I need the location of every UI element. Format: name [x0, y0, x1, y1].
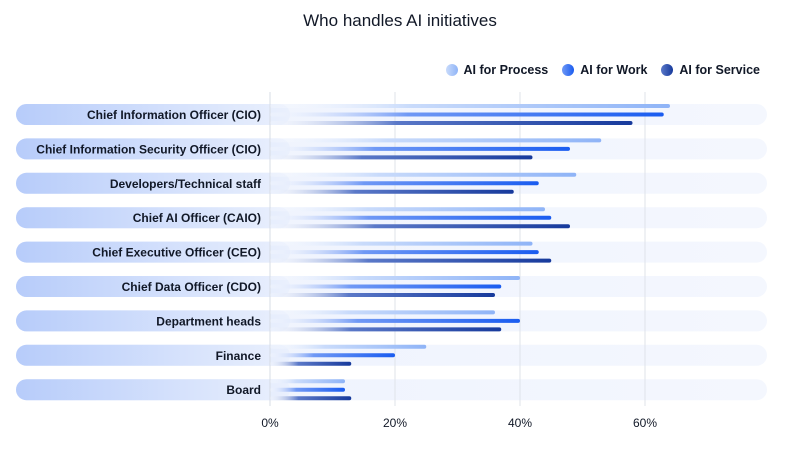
bar-ai-for-service [270, 189, 514, 194]
category-label: Chief Information Officer (CIO) [87, 108, 261, 122]
bar-ai-for-process [270, 138, 602, 143]
bar-ai-for-service [270, 361, 352, 366]
legend-swatch-process [445, 64, 458, 76]
bar-ai-for-work [270, 353, 395, 358]
category-label: Chief Data Officer (CDO) [122, 280, 261, 294]
row-label-pill [16, 207, 290, 229]
bar-ai-for-service [270, 293, 495, 297]
bar-ai-for-process [270, 310, 495, 315]
bar-ai-for-service [270, 155, 533, 160]
row-label-pill [16, 379, 290, 401]
bar-ai-for-work [270, 318, 520, 323]
row-label-pill [16, 344, 290, 366]
row-label-pill [16, 104, 290, 125]
bar-ai-for-service [270, 258, 552, 263]
row-label-pill [16, 241, 290, 263]
legend-label-work: AI for Work [580, 63, 648, 77]
bar-ai-for-work [270, 387, 345, 392]
category-label: Chief AI Officer (CAIO) [133, 211, 261, 225]
row-label-pill [16, 172, 290, 194]
bar-ai-for-service [270, 396, 352, 401]
legend-swatch-work [562, 64, 575, 76]
x-tick-label: 40% [508, 416, 532, 430]
category-label: Department heads [156, 314, 261, 328]
legend: AI for Process AI for Work AI for Servic… [445, 63, 760, 77]
category-label: Chief Information Security Officer (CIO) [36, 142, 261, 156]
legend-item-service: AI for Service [661, 63, 760, 77]
x-tick-label: 60% [633, 416, 657, 430]
row-label-pill [16, 138, 290, 160]
bar-ai-for-work [270, 112, 664, 117]
bar-ai-for-process [270, 276, 520, 280]
chart-title: Who handles AI initiatives [303, 11, 497, 30]
legend-item-process: AI for Process [445, 63, 549, 77]
bar-ai-for-service [270, 121, 633, 125]
bar-ai-for-process [270, 104, 670, 108]
bar-ai-for-process [270, 241, 533, 246]
category-label: Finance [216, 349, 262, 363]
bar-ai-for-work [270, 250, 539, 255]
bar-ai-for-process [270, 207, 545, 212]
legend-label-service: AI for Service [679, 63, 760, 77]
bar-ai-for-service [270, 327, 502, 332]
bar-ai-for-work [270, 215, 552, 220]
bar-ai-for-work [270, 146, 570, 151]
row-label-pill [16, 276, 290, 297]
category-label: Chief Executive Officer (CEO) [92, 246, 261, 260]
bar-ai-for-process [270, 344, 427, 349]
row-label-pill [16, 310, 290, 332]
legend-swatch-service [661, 64, 674, 76]
legend-item-work: AI for Work [562, 63, 647, 77]
bar-ai-for-process [270, 172, 577, 177]
bar-ai-for-service [270, 224, 570, 229]
x-tick-label: 0% [261, 416, 279, 430]
x-tick-label: 20% [383, 416, 407, 430]
bar-ai-for-work [270, 284, 502, 289]
category-label: Developers/Technical staff [110, 177, 262, 191]
bar-ai-for-work [270, 181, 539, 186]
bar-ai-for-process [270, 379, 345, 384]
category-label: Board [226, 383, 261, 397]
legend-label-process: AI for Process [463, 63, 549, 77]
